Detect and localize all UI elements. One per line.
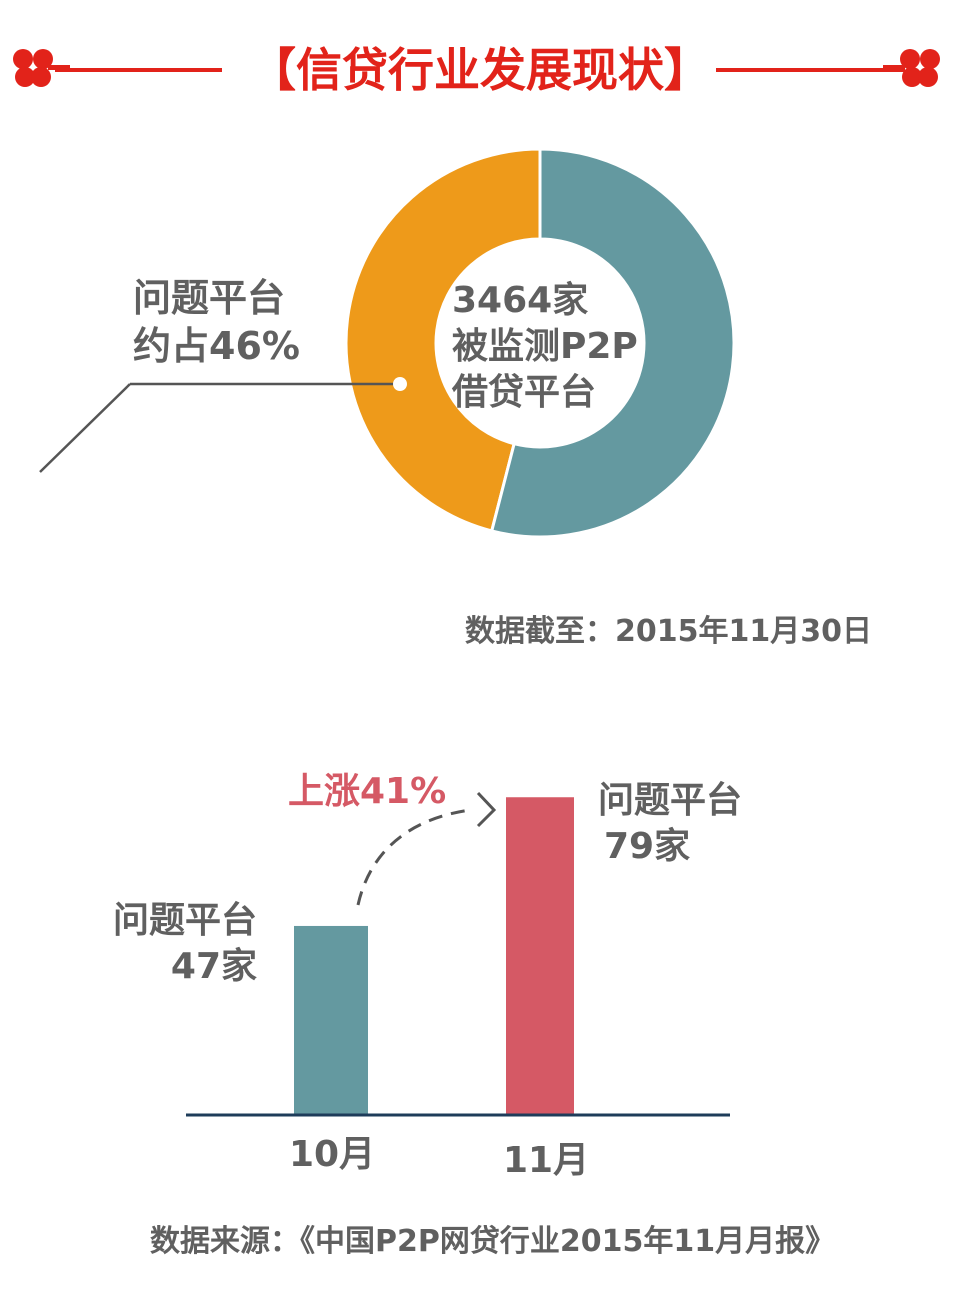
clover-right-icon xyxy=(883,49,940,87)
donut-chart xyxy=(39,147,736,539)
oct-callout-line1: 问题平台 xyxy=(112,900,257,941)
bar-nov xyxy=(506,797,574,1115)
nov-callout-line1: 问题平台 xyxy=(598,780,743,821)
donut-callout-line1: 问题平台 xyxy=(133,276,286,320)
rise-arrow-path xyxy=(356,808,471,906)
donut-slice-problem-platforms xyxy=(344,147,542,533)
header-decoration xyxy=(13,49,940,87)
donut-callout-line2: 约占46% xyxy=(133,324,300,368)
nov-callout-line2: 79家 xyxy=(604,826,691,867)
donut-slice-other-platforms xyxy=(489,147,736,539)
rise-label: 上涨41% xyxy=(288,771,447,812)
tick-label-oct: 10月 xyxy=(289,1134,376,1175)
donut-center-line2: 被监测P2P xyxy=(452,326,638,367)
donut-center-line3: 借贷平台 xyxy=(452,372,597,413)
page-title: 【信贷行业发展现状】 xyxy=(250,43,710,97)
callout-dot xyxy=(393,377,407,391)
donut-callout-label: 问题平台 约占46% xyxy=(133,274,300,370)
date-note: 数据截至：2015年11月30日 xyxy=(465,614,872,649)
source-note: 数据来源：《中国P2P网贷行业2015年11月月报》 xyxy=(150,1224,836,1259)
donut-center-label: 3464家 被监测P2P 借贷平台 xyxy=(452,278,638,416)
rise-arrow-head-icon xyxy=(476,791,497,828)
clover-left-icon xyxy=(13,49,70,87)
donut-center-line1: 3464家 xyxy=(452,280,589,321)
bar-oct xyxy=(294,925,368,1115)
oct-callout: 问题平台 47家 xyxy=(105,898,257,990)
nov-callout: 问题平台 79家 xyxy=(598,778,742,870)
oct-callout-line2: 47家 xyxy=(170,946,257,987)
callout-line-diagonal xyxy=(39,383,131,473)
tick-label-nov: 11月 xyxy=(503,1140,590,1181)
